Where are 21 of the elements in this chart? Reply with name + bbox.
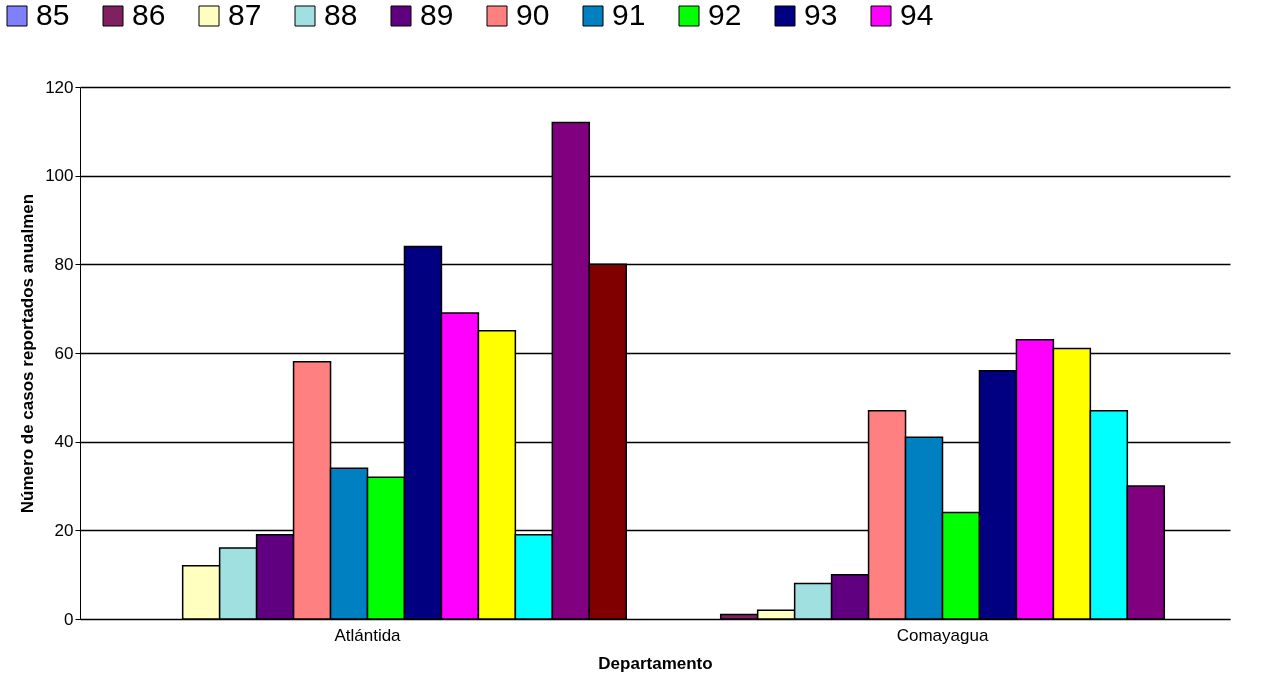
y-tick-label: 60	[54, 343, 74, 363]
y-tick-label: 40	[54, 432, 74, 452]
legend-label: 86	[132, 0, 166, 31]
legend-label: 90	[516, 0, 550, 31]
x-tick-label: Atlántida	[334, 625, 402, 645]
y-tick-label: 80	[54, 254, 74, 274]
y-tick-label: 100	[45, 166, 74, 186]
legend-label: 87	[228, 0, 262, 31]
x-tick-label: Comayagua	[896, 625, 989, 645]
legend-label: 92	[708, 0, 742, 31]
legend-label: 88	[324, 0, 358, 31]
legend-label: 91	[612, 0, 646, 31]
y-tick-label: 120	[45, 77, 74, 97]
legend-label: 94	[900, 0, 934, 31]
legend-label: 89	[420, 0, 454, 31]
y-tick-label: 20	[54, 520, 74, 540]
legend-label: 93	[804, 0, 838, 31]
x-axis-title: Departamento	[598, 653, 713, 673]
y-axis-title: Número de casos reportados anualmen	[18, 193, 38, 514]
y-tick-label: 0	[64, 609, 74, 629]
legend-label: 85	[36, 0, 70, 31]
